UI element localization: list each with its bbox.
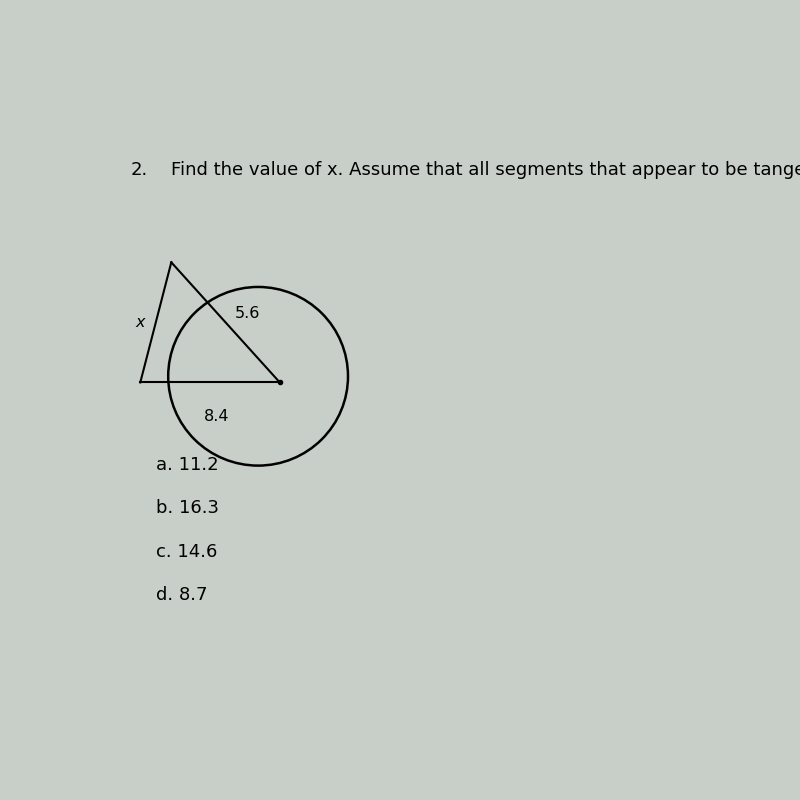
Text: Find the value of x. Assume that all segments that appear to be tangent.: Find the value of x. Assume that all seg… [171, 161, 800, 178]
Text: a. 11.2: a. 11.2 [156, 456, 218, 474]
Text: x: x [135, 315, 145, 330]
Text: 8.4: 8.4 [204, 409, 230, 424]
Text: c. 14.6: c. 14.6 [156, 542, 217, 561]
Text: b. 16.3: b. 16.3 [156, 499, 219, 518]
Text: d. 8.7: d. 8.7 [156, 586, 207, 604]
Text: 2.: 2. [131, 161, 148, 178]
Text: 5.6: 5.6 [235, 306, 260, 321]
